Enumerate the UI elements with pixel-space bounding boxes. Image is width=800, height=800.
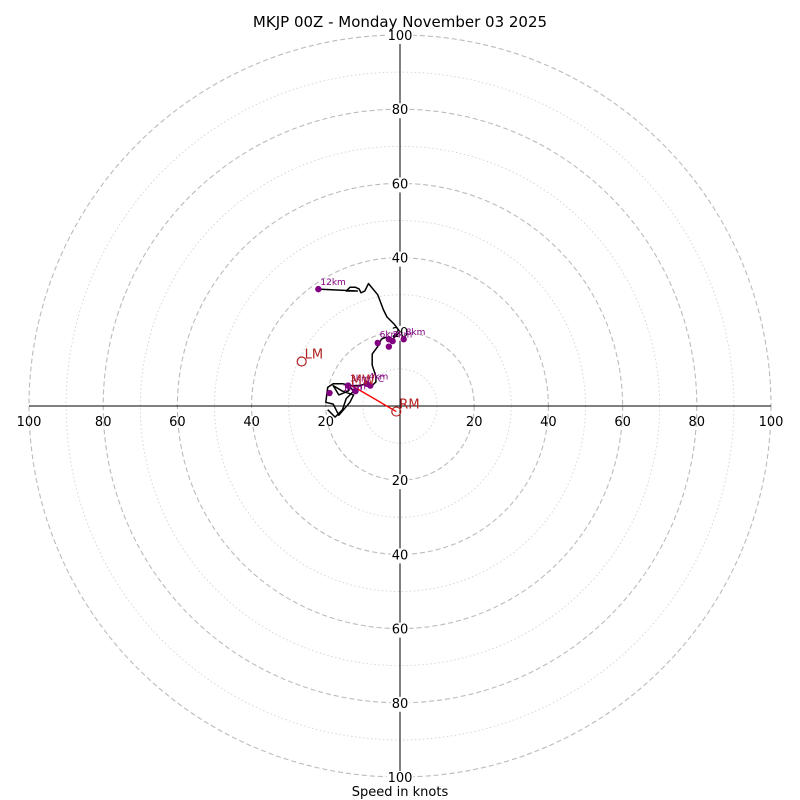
height-label-3km: 3km (350, 375, 370, 385)
y-tick-backing (390, 696, 410, 712)
height-marker-8km (400, 336, 407, 343)
chart-axes (29, 35, 771, 777)
height-marker-12km (315, 285, 322, 293)
x-tick-e100: 100 (759, 415, 784, 430)
height-label-2km: 2km (346, 382, 366, 392)
lm-marker (296, 356, 307, 367)
rm-label: RM (399, 398, 419, 413)
axis-tick-labels: 1001008080606040402020202040406060808010… (17, 29, 784, 786)
hodograph-series (318, 282, 401, 418)
y-tick-s100: 100 (388, 771, 413, 786)
y-tick-n80: 80 (392, 103, 409, 118)
height-label-1km: 1km (342, 384, 362, 394)
rm-marker (391, 406, 402, 417)
hodograph-line (318, 282, 401, 418)
height-marker-3km (344, 382, 352, 389)
height-marker-2 (352, 387, 359, 395)
y-tick-n100: 100 (388, 29, 413, 44)
y-tick-s40: 40 (392, 548, 409, 563)
y-tick-backing (390, 474, 410, 490)
y-tick-s60: 60 (392, 623, 409, 638)
y-tick-backing (390, 103, 410, 119)
x-tick-e60: 60 (614, 415, 631, 430)
height-marker-7 (389, 337, 396, 345)
shear-vector-line (351, 384, 397, 413)
height-marker-0 (326, 389, 333, 397)
height-label-12km: 12km (320, 278, 345, 288)
height-marker-5 (374, 339, 381, 347)
y-tick-backing (390, 177, 410, 193)
x-axis-label: Speed in knots (352, 785, 449, 800)
y-tick-backing (390, 251, 410, 267)
x-tick-w40: 40 (243, 415, 260, 430)
storm-motion-markers: LM RM MW (296, 347, 420, 417)
x-tick-w80: 80 (95, 415, 112, 430)
y-tick-s80: 80 (392, 697, 409, 712)
x-tick-w20: 20 (318, 415, 335, 430)
y-tick-backing (386, 771, 414, 786)
y-tick-n60: 60 (392, 177, 409, 192)
y-tick-backing (390, 622, 410, 638)
x-tick-w100: 100 (17, 415, 42, 430)
height-label-7km: 7km (393, 330, 413, 340)
y-tick-s20: 20 (392, 474, 409, 489)
height-marker-4 (367, 382, 374, 389)
height-label-4km: 4km (369, 373, 389, 383)
x-tick-e20: 20 (466, 415, 483, 430)
height-label-6km: 6km (380, 330, 400, 340)
y-tick-backing (386, 29, 414, 44)
y-tick-backing (390, 548, 410, 564)
lm-label: LM (305, 347, 323, 362)
height-label-C: C (378, 375, 384, 385)
x-tick-e80: 80 (689, 415, 706, 430)
height-label-8km: 8km (406, 328, 426, 338)
height-marker-9 (385, 343, 393, 350)
x-tick-e40: 40 (540, 415, 557, 430)
y-tick-n40: 40 (392, 252, 409, 267)
chart-title: MKJP 00Z - Monday November 03 2025 (253, 13, 547, 31)
mw-label: MW (351, 374, 375, 389)
x-tick-w60: 60 (169, 415, 186, 430)
